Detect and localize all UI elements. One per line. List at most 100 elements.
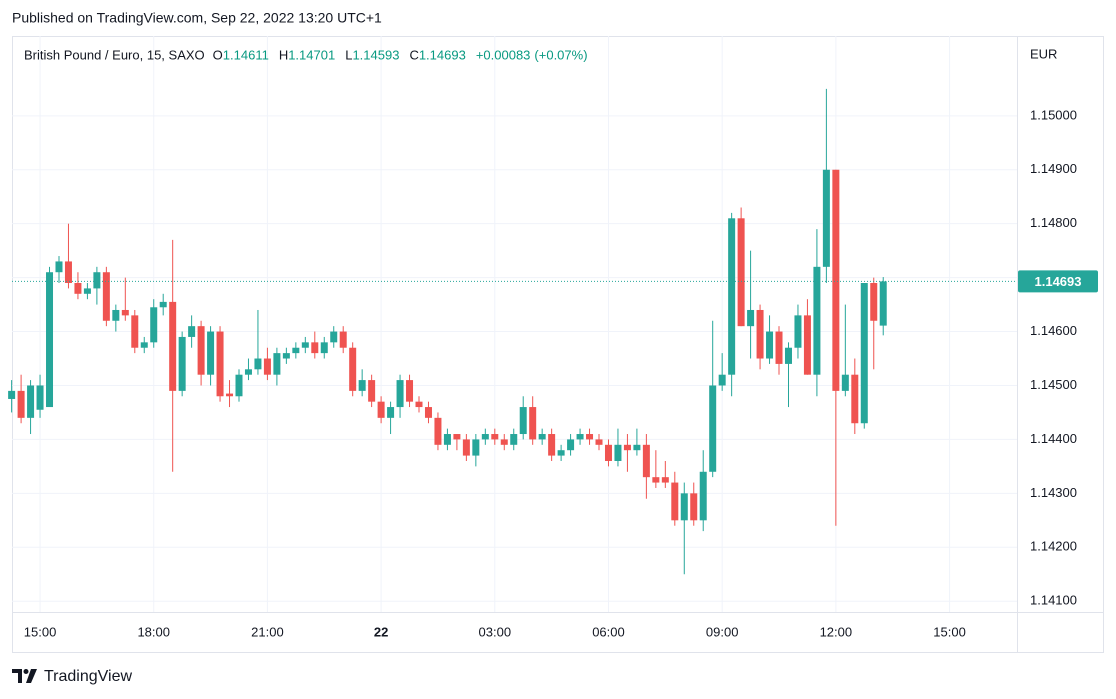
candle-body	[188, 326, 196, 337]
y-tick-label: 1.14300	[1030, 485, 1077, 500]
candle-body	[150, 307, 158, 343]
published-note: Published on TradingView.com, Sep 22, 20…	[12, 10, 382, 26]
candle-body	[728, 218, 736, 375]
candle-body	[500, 439, 508, 445]
ohlc-label: H	[279, 47, 288, 62]
candle-body	[462, 439, 470, 456]
candle-body	[396, 380, 404, 408]
x-tick-label: 18:00	[137, 624, 170, 639]
x-tick-label: 09:00	[706, 624, 739, 639]
x-tick-label: 06:00	[592, 624, 625, 639]
candle-body	[510, 434, 518, 445]
candle-body	[595, 439, 603, 445]
candle-body	[273, 353, 281, 375]
ohlc-value: 1.14593	[352, 47, 399, 62]
chart-title: British Pound / Euro, 15, SAXO	[24, 47, 205, 62]
candle-body	[557, 450, 565, 456]
candle-body	[282, 353, 290, 359]
y-tick-label: 1.15000	[1030, 107, 1077, 122]
y-tick-label: 1.14500	[1030, 377, 1077, 392]
candle-body	[207, 331, 215, 375]
candle-body	[424, 407, 432, 418]
candle-body	[169, 301, 177, 391]
candle-body	[642, 444, 650, 478]
last-price-label: 1.14693	[1035, 274, 1082, 289]
y-tick-label: 1.14100	[1030, 593, 1077, 608]
candle-body	[623, 444, 631, 451]
candle-body	[358, 380, 366, 391]
change-percent: (+0.07%)	[534, 47, 587, 62]
candle-body	[27, 385, 35, 418]
candle-body	[614, 444, 622, 461]
ohlc-label: O	[213, 47, 223, 62]
candle-body	[690, 493, 698, 521]
x-tick-label: 22	[374, 624, 388, 639]
candle-body	[680, 493, 688, 521]
candle-body	[55, 261, 63, 273]
candle-body	[576, 434, 584, 440]
candle-body	[83, 288, 91, 294]
candle-body	[387, 407, 395, 418]
x-tick-label: 15:00	[24, 624, 57, 639]
candle-body	[652, 477, 660, 483]
candle-body	[263, 358, 271, 375]
candle-body	[102, 272, 110, 321]
candle-body	[718, 374, 726, 386]
candle-body	[860, 283, 868, 424]
candle-body	[851, 374, 859, 424]
candle-body	[178, 336, 186, 391]
candle-body	[197, 326, 205, 375]
candle-body	[74, 283, 82, 294]
candle-body	[93, 272, 101, 289]
candle-body	[813, 266, 821, 375]
candle-body	[140, 342, 148, 348]
ohlc-label: L	[345, 47, 352, 62]
candle-body	[529, 407, 537, 440]
candle-body	[519, 407, 527, 435]
candle-body	[832, 169, 840, 391]
x-tick-label: 12:00	[820, 624, 853, 639]
candle-body	[794, 315, 802, 348]
candle-body	[36, 385, 44, 410]
y-tick-label: 1.14800	[1030, 215, 1077, 230]
candle-body	[112, 309, 120, 321]
ohlc-value: 1.14701	[288, 47, 335, 62]
brand-logo	[12, 669, 37, 683]
candle-body	[377, 401, 385, 418]
candle-body	[8, 390, 16, 399]
candle-body	[226, 393, 234, 397]
candle-body	[841, 374, 849, 391]
currency: EUR	[1030, 46, 1057, 61]
candle-body	[491, 434, 499, 440]
candle-body	[443, 434, 451, 445]
change: +0.00083	[476, 47, 531, 62]
candle-body	[548, 434, 556, 456]
candle-body	[159, 301, 167, 308]
candle-body	[671, 482, 679, 521]
candle-body	[64, 261, 72, 284]
candle-body	[254, 358, 262, 370]
candle-body	[481, 434, 489, 440]
candle-body	[709, 385, 717, 472]
y-tick-label: 1.14400	[1030, 431, 1077, 446]
candle-body	[434, 417, 442, 445]
brand-name: TradingView	[44, 668, 132, 685]
ohlc-label: C	[409, 47, 418, 62]
ohlc-value: 1.14693	[419, 47, 466, 62]
chart-frame	[12, 36, 1104, 653]
candle-body	[235, 374, 243, 397]
candle-body	[775, 331, 783, 364]
candle-body	[349, 347, 357, 391]
ohlc-value: 1.14611	[223, 47, 269, 62]
candle-body	[822, 169, 830, 267]
candle-body	[121, 309, 129, 316]
candle-body	[699, 471, 707, 521]
candle-body	[766, 331, 774, 359]
y-tick-label: 1.14200	[1030, 539, 1077, 554]
candle-body	[330, 331, 338, 343]
candle-body	[633, 444, 641, 451]
candle-body	[17, 390, 25, 418]
candle-body	[567, 439, 575, 451]
candle-body	[586, 434, 594, 440]
